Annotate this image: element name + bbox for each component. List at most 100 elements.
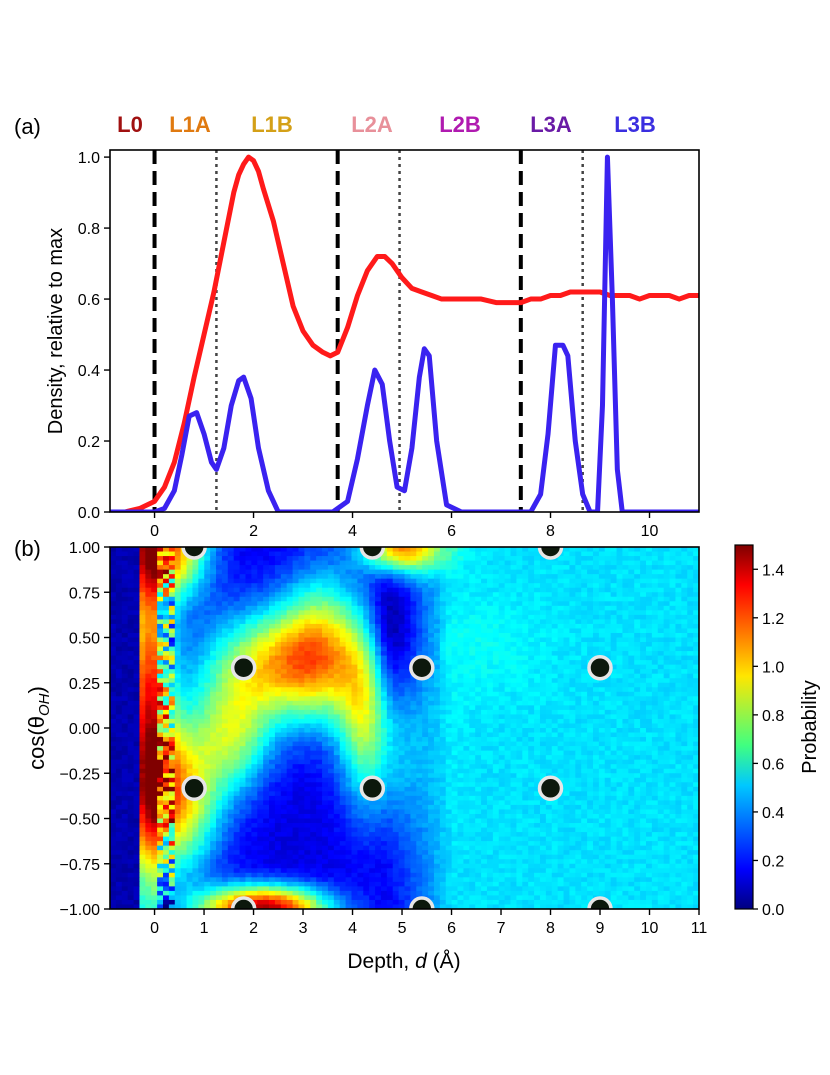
heatmap-cell: [139, 583, 146, 589]
heatmap-cell: [322, 547, 329, 553]
heatmap-cell: [587, 642, 594, 648]
heatmap-cell: [174, 755, 182, 761]
heatmap-cell: [369, 687, 376, 693]
heatmap-cell: [569, 691, 576, 697]
heatmap-cell: [180, 709, 188, 716]
heatmap-cell: [681, 669, 688, 675]
heatmap-cell: [239, 687, 247, 693]
heatmap-cell: [392, 691, 400, 697]
heatmap-cell: [504, 596, 512, 602]
heatmap-cell: [598, 764, 606, 770]
heatmap-cell: [528, 655, 535, 661]
heatmap-cell: [245, 623, 252, 630]
heatmap-cell: [551, 628, 559, 634]
heatmap-cell: [563, 565, 571, 571]
heatmap-cell: [274, 596, 282, 602]
heatmap-cell: [657, 637, 665, 643]
heatmap-cell: [316, 732, 323, 738]
heatmap-cell: [422, 551, 429, 557]
heatmap-cell: [274, 569, 282, 575]
heatmap-cell: [280, 596, 288, 602]
heatmap-cell: [563, 669, 571, 675]
heatmap-cell: [522, 614, 529, 621]
heatmap-cell: [416, 651, 423, 657]
heatmap-cell: [304, 610, 311, 616]
heatmap-cell: [640, 614, 647, 621]
heatmap-cell: [233, 574, 241, 580]
x-tick-label-a: 2: [249, 523, 258, 540]
heatmap-cell: [410, 718, 417, 725]
heatmap-cell: [657, 596, 665, 602]
heatmap-cell: [539, 709, 547, 716]
heatmap-cell: [551, 705, 559, 711]
heatmap-cell: [657, 660, 665, 666]
heatmap-cell: [657, 556, 665, 562]
heatmap-cell: [422, 750, 429, 756]
heatmap-cell: [245, 732, 252, 738]
heatmap-cell: [486, 755, 494, 761]
heatmap-cell: [557, 587, 565, 593]
heatmap-cell: [121, 623, 129, 630]
heatmap-cell: [357, 623, 364, 630]
heatmap-cell: [251, 583, 258, 589]
heatmap-cell: [280, 673, 288, 679]
heatmap-cell: [357, 714, 364, 720]
heatmap-cell: [510, 637, 518, 643]
heatmap-cell: [628, 605, 635, 611]
heatmap-cell: [616, 714, 624, 720]
heatmap-cell: [675, 578, 682, 584]
heatmap-cell: [310, 614, 317, 621]
heatmap-cell: [286, 714, 294, 720]
heatmap-cell: [457, 610, 464, 616]
heatmap-cell: [557, 718, 565, 725]
heatmap-cell: [616, 723, 624, 729]
heatmap-cell: [263, 596, 270, 602]
heatmap-cell: [457, 551, 464, 557]
heatmap-cell: [145, 551, 152, 557]
heatmap-cell: [251, 746, 258, 752]
heatmap-cell: [445, 682, 453, 688]
heatmap-cell: [386, 741, 394, 747]
heatmap-cell: [345, 565, 353, 571]
heatmap-cell: [257, 578, 264, 584]
heatmap-cell: [640, 750, 647, 756]
heatmap-cell: [286, 556, 294, 562]
heatmap-cell: [598, 737, 606, 743]
heatmap-cell: [681, 596, 688, 602]
heatmap-cell: [210, 587, 217, 593]
heatmap-cell: [327, 723, 335, 729]
heatmap-cell: [263, 750, 270, 756]
heatmap-cell: [357, 673, 364, 679]
heatmap-cell: [492, 732, 500, 738]
heatmap-cell: [575, 705, 582, 711]
heatmap-cell: [110, 569, 117, 575]
heatmap-cell: [333, 614, 341, 621]
heatmap-cell: [516, 746, 523, 752]
heatmap-cell: [528, 687, 535, 693]
heatmap-cell: [657, 696, 665, 702]
heatmap-cell: [351, 614, 358, 621]
heatmap-cell: [481, 759, 488, 765]
heatmap-cell: [575, 623, 582, 630]
heatmap-cell: [357, 669, 364, 675]
heatmap-cell: [492, 664, 500, 670]
heatmap-cell: [587, 623, 594, 630]
heatmap-cell: [587, 741, 594, 747]
heatmap-cell: [286, 623, 294, 630]
heatmap-cell: [333, 682, 341, 688]
heatmap-cell: [634, 605, 641, 611]
heatmap-cell: [304, 637, 311, 643]
heatmap-cell: [174, 565, 182, 571]
heatmap-cell: [363, 560, 370, 566]
heatmap-cell: [451, 619, 459, 625]
heatmap-cell: [345, 669, 353, 675]
heatmap-cell: [292, 574, 300, 580]
heatmap-cell: [598, 569, 606, 575]
heatmap-cell: [463, 610, 470, 616]
heatmap-cell: [404, 705, 411, 711]
heatmap-cell: [522, 623, 529, 630]
heatmap-cell: [657, 592, 665, 598]
heatmap-cell: [534, 673, 541, 679]
heatmap-cell: [298, 664, 305, 670]
heatmap-cell: [233, 547, 241, 553]
